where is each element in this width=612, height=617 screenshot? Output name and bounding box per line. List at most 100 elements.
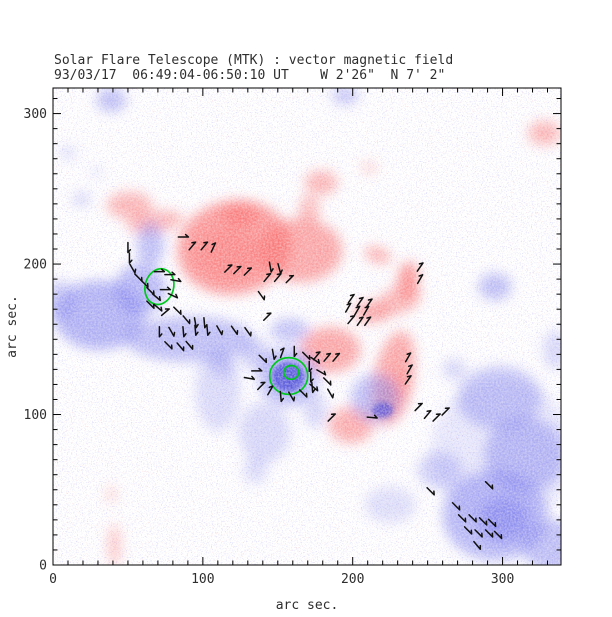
vector-mark [243,375,255,381]
vector-mark [168,326,176,337]
vector-mark [311,381,316,394]
vector-mark [309,371,314,383]
vector-mark [316,369,327,376]
vector-mark [310,356,321,364]
vector-mark [326,388,335,399]
vector-mark [182,315,191,325]
y-tick-label: 200 [24,258,47,273]
vector-mark [356,316,364,327]
axis-box [52,87,562,566]
vector-mark [188,241,197,251]
vector-mark [426,486,435,496]
vector-mark [312,351,321,361]
y-tick-label: 100 [24,408,47,423]
vector-mark [277,262,283,275]
vector-mark [344,302,352,313]
vector-mark [308,360,313,373]
vector-mark [177,233,190,238]
vector-mark [279,347,285,359]
vector-mark [301,351,311,361]
vector-mark [206,324,211,336]
vector-mark [347,293,355,304]
vector-mark [416,274,424,285]
vector-mark [332,352,341,362]
vector-mark [243,267,253,276]
vector-mark [267,385,274,396]
vector-mark [128,252,133,264]
vector-mark [271,348,277,361]
vector-mark [423,409,432,420]
vector-mark [365,298,373,309]
vector-mark [176,342,185,352]
x-tick-label: 0 [49,572,57,587]
vector-mark [268,261,274,273]
axes-layer: 0 100 200 300 0 100 200 300 arc sec. arc sec. [5,87,562,613]
vector-mark [273,273,282,283]
vector-mark [463,526,473,535]
vector-mark [279,390,285,403]
vector-mark [193,317,199,329]
vector-mark [366,414,378,419]
vector-mark [194,324,199,336]
vector-mark [353,305,361,316]
vector-mark [129,263,137,274]
vector-mark [414,402,423,412]
vector-mark [298,389,308,398]
vector-mark [285,274,295,284]
vector-mark [473,540,482,551]
x-axis-title: arc sec. [276,598,339,613]
vector-mark [164,341,173,350]
contour-line [282,364,300,381]
vector-mark [484,480,494,490]
contour-line [268,356,309,396]
vector-mark [404,375,412,385]
vector-mark [159,286,172,291]
plot-subtitle: 93/03/17 06:49:04-06:50:10 UT W 2'26" N … [54,68,446,83]
y-tick-label: 300 [24,107,47,122]
vector-mark [309,383,319,392]
x-tick-label: 300 [491,572,514,587]
x-tick-label: 100 [191,572,214,587]
plot-content [53,88,561,565]
vector-mark [327,413,337,422]
vector-mark [493,530,503,540]
vector-mark [441,407,450,416]
vector-mark [146,300,155,309]
vector-mark [406,364,413,375]
vector-mark [362,305,370,316]
vector-mark [182,326,187,338]
vector-mark [432,413,441,422]
vector-mark [263,273,272,283]
vector-mark [151,293,161,302]
vector-mark [293,345,298,358]
vector-mark [170,277,182,283]
vector-mark [404,352,412,363]
vector-mark [474,529,483,538]
vector-mark [451,502,461,511]
vector-mark [224,264,233,273]
vector-mark [457,514,467,523]
vector-mark [416,262,424,272]
x-tick-label: 200 [341,572,364,587]
vector-mark [288,391,296,402]
vector-field [127,233,503,551]
y-tick-label: 0 [39,559,47,574]
vector-mark [364,316,372,327]
vector-mark [257,290,266,301]
y-axis-title: arc sec. [5,295,20,358]
vector-mark [263,312,272,322]
vector-mark [140,279,149,288]
vector-mark [160,308,170,317]
vector-mark [230,325,239,336]
vector-mark [153,268,166,273]
vector-mark [484,529,494,538]
vector-mark [216,325,224,336]
vector-mark [233,265,242,275]
plot-title: Solar Flare Telescope (MTK) : vector mag… [54,53,454,68]
vector-mark [258,354,268,364]
vector-mark [158,326,163,338]
vector-mark [251,367,263,372]
vector-mark [200,241,209,251]
vector-mark [185,340,194,350]
vector-mark [468,514,477,523]
